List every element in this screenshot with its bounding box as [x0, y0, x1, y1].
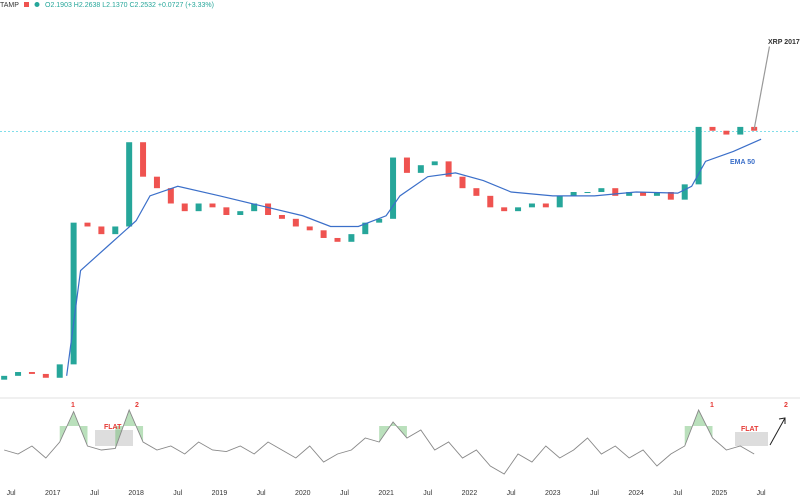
candle — [556, 195, 563, 208]
candle — [126, 142, 133, 227]
candle — [501, 207, 508, 212]
candle — [56, 364, 63, 378]
candle — [667, 192, 674, 200]
candle — [723, 130, 730, 135]
candle — [403, 157, 410, 173]
annotation: FLAT — [741, 426, 759, 433]
highlight — [379, 422, 407, 442]
candle — [251, 203, 258, 212]
x-tick-label: Jul — [340, 490, 349, 497]
candle — [195, 203, 202, 212]
icon — [34, 2, 40, 7]
annotation: 2 — [135, 402, 139, 409]
flat-box — [95, 430, 133, 446]
ohlc: O2.1903 H2.2638 L2.1370 C2.2532 +0.0727 … — [45, 2, 214, 9]
candle — [473, 188, 480, 196]
candle — [167, 188, 174, 204]
candle — [292, 218, 299, 227]
candle — [515, 207, 522, 212]
candle — [570, 192, 577, 196]
x-tick-label: Jul — [423, 490, 432, 497]
candle — [737, 126, 744, 135]
x-tick-label: Jul — [590, 490, 599, 497]
arrow-head — [778, 417, 786, 424]
x-tick-label: 2022 — [462, 490, 478, 497]
x-tick-label: Jul — [757, 490, 766, 497]
x-tick-label: 2021 — [378, 490, 394, 497]
x-tick-label: 2017 — [45, 490, 61, 497]
candle — [223, 207, 230, 215]
candle — [431, 161, 438, 166]
candle — [417, 165, 424, 173]
projection-line — [753, 46, 771, 130]
highlight — [59, 411, 88, 446]
candle — [320, 230, 327, 238]
candle — [390, 157, 397, 219]
candle — [237, 211, 244, 215]
candle — [84, 222, 91, 227]
x-tick-label: Jul — [257, 490, 266, 497]
x-tick-label: Jul — [90, 490, 99, 497]
flat-box — [735, 432, 768, 446]
candle — [542, 203, 549, 208]
candle — [445, 161, 452, 177]
candle — [376, 218, 383, 223]
candle — [181, 203, 188, 212]
candle — [15, 372, 22, 376]
highlight — [684, 410, 713, 446]
candle — [528, 203, 535, 208]
ema-label: EMA 50 — [730, 159, 755, 166]
annotation: 1 — [71, 402, 75, 409]
arrow — [769, 417, 786, 446]
candle — [334, 237, 341, 242]
icon — [24, 2, 29, 7]
x-tick-label: 2024 — [628, 490, 644, 497]
x-tick-label: 2019 — [212, 490, 228, 497]
candle — [112, 226, 119, 235]
candle — [265, 203, 272, 215]
candle — [598, 188, 605, 193]
x-tick-label: 2018 — [128, 490, 144, 497]
candle — [695, 126, 702, 185]
projection-label: XRP 2017 — [768, 39, 800, 46]
candle — [209, 203, 216, 208]
candle — [709, 126, 716, 131]
candle — [626, 192, 633, 196]
oscillator-line — [4, 408, 755, 475]
candle — [306, 226, 313, 231]
candle — [278, 214, 285, 219]
candle — [153, 176, 160, 189]
x-tick-label: Jul — [7, 490, 16, 497]
candle — [640, 192, 647, 196]
candle — [487, 195, 494, 208]
x-tick-label: 2020 — [295, 490, 311, 497]
candle — [28, 372, 35, 374]
x-tick-label: 2025 — [712, 490, 728, 497]
highlight — [115, 410, 144, 449]
candle — [70, 222, 77, 365]
x-tick-label: Jul — [173, 490, 182, 497]
candle — [681, 184, 688, 200]
candle — [459, 176, 466, 189]
candle — [140, 142, 147, 177]
candle — [653, 192, 660, 196]
candle — [42, 373, 49, 378]
x-tick-label: Jul — [507, 490, 516, 497]
candle — [612, 188, 619, 196]
x-tick-label: 2023 — [545, 490, 561, 497]
candle — [362, 222, 369, 235]
candle — [1, 375, 8, 380]
candle — [348, 234, 355, 242]
symbol: TAMP — [0, 2, 19, 9]
candle — [584, 192, 591, 194]
annotation: 1 — [710, 402, 714, 409]
candle — [98, 226, 105, 235]
ema-line — [66, 138, 762, 376]
annotation: 2 — [784, 402, 788, 409]
annotation: FLAT — [104, 424, 122, 431]
x-tick-label: Jul — [673, 490, 682, 497]
